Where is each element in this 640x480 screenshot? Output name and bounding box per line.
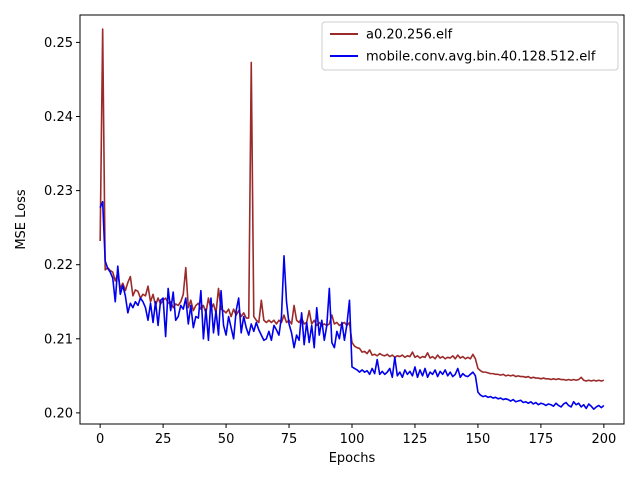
y-tick-label: 0.21 [44,332,73,347]
x-tick-label: 75 [281,432,298,447]
y-axis-ticks: 0.20 0.21 0.22 0.23 0.24 0.25 [44,36,80,421]
legend-label-a0: a0.20.256.elf [366,28,453,43]
x-tick-label: 200 [591,432,616,447]
x-tick-label: 50 [218,432,235,447]
x-tick-label: 175 [528,432,553,447]
y-tick-label: 0.20 [44,406,73,421]
y-axis-label: MSE Loss [14,189,29,250]
legend: a0.20.256.elf mobile.conv.avg.bin.40.128… [321,21,619,71]
x-tick-label: 100 [340,432,365,447]
x-axis-label: Epochs [329,451,376,466]
x-tick-label: 150 [466,432,491,447]
x-tick-label: 25 [155,432,172,447]
legend-box [321,21,619,71]
y-tick-label: 0.22 [44,258,73,273]
series-layer [99,28,605,410]
y-tick-label: 0.23 [44,184,73,199]
legend-label-mobile: mobile.conv.avg.bin.40.128.512.elf [366,50,596,65]
y-tick-label: 0.24 [44,110,73,125]
x-tick-label: 125 [403,432,428,447]
x-axis-ticks: 0 25 50 75 100 125 150 175 200 [96,424,616,447]
series-line-1 [99,200,605,410]
series-line-0 [99,28,605,382]
x-tick-label: 0 [96,432,104,447]
y-tick-label: 0.25 [44,36,73,51]
